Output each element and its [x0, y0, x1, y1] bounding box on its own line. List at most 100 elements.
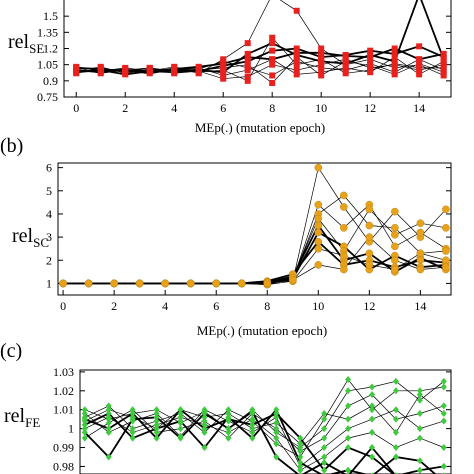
data-point [321, 466, 328, 474]
x-tick-label: 2 [122, 101, 128, 115]
x-tick-label: 0 [73, 101, 79, 115]
data-point [135, 279, 144, 288]
data-point [321, 444, 328, 452]
data-point [220, 64, 227, 71]
data-point [367, 47, 374, 54]
panel-c-fe: relFE 0.98 0.99 1 1.01 1.02 1.03 [4, 365, 452, 474]
data-point [442, 224, 450, 232]
data-point [416, 219, 425, 228]
y-tick-label: 1.2 [43, 42, 58, 56]
x-tick-label: 8 [269, 101, 275, 115]
data-point [416, 256, 425, 265]
series-line [63, 204, 447, 284]
data-point [177, 406, 184, 414]
data-point [340, 203, 348, 211]
x-tick-label: 10 [312, 299, 324, 313]
data-point [249, 409, 256, 417]
data-point [342, 61, 349, 68]
data-point [367, 56, 374, 63]
data-point [244, 40, 251, 47]
data-point [225, 406, 232, 414]
data-point [244, 54, 251, 61]
y-tick-label: 1.02 [53, 384, 74, 398]
data-point [416, 228, 425, 237]
data-point [345, 434, 352, 442]
x-tick-label: 4 [171, 101, 177, 115]
data-point [225, 425, 232, 433]
data-point [81, 406, 88, 414]
data-point [171, 68, 178, 75]
data-point [59, 279, 67, 288]
data-point [442, 205, 450, 214]
data-point [97, 67, 104, 74]
series-line [76, 0, 445, 76]
data-point [273, 419, 280, 427]
series-line [63, 208, 446, 284]
data-point [391, 71, 398, 78]
data-point [314, 237, 323, 246]
data-point [273, 425, 280, 433]
data-point [297, 459, 304, 467]
data-point [391, 50, 398, 57]
data-point [201, 428, 208, 436]
y-tick-label: 1.03 [53, 365, 74, 379]
series-line [84, 409, 444, 467]
series-line [84, 380, 445, 448]
data-point [177, 425, 184, 433]
data-point [391, 224, 399, 232]
data-point [212, 279, 221, 288]
data-point [177, 432, 184, 440]
data-point [314, 244, 323, 253]
data-point [440, 69, 447, 76]
data-point [440, 462, 447, 470]
data-point [416, 387, 423, 395]
data-point [416, 466, 423, 474]
data-point [391, 265, 399, 274]
panel-b-xlabel: MEp(.) (mutation epoch) [197, 323, 327, 338]
data-point [81, 413, 88, 421]
panel-b-ylabel: relSC [12, 225, 49, 250]
panel-c-frame [79, 369, 452, 474]
x-tick-label: 4 [162, 299, 168, 313]
x-tick-label: 2 [111, 299, 117, 313]
y-tick-label: 2 [46, 253, 52, 267]
data-point [391, 230, 399, 239]
x-tick-label: 0 [60, 299, 66, 313]
data-point [297, 434, 304, 442]
data-point [129, 428, 136, 436]
data-point [129, 434, 136, 442]
data-point [84, 279, 93, 288]
data-point [146, 64, 153, 71]
data-point [81, 428, 88, 436]
series-line [76, 0, 444, 76]
data-point [249, 421, 256, 429]
data-point [269, 79, 276, 86]
data-point [442, 256, 450, 265]
data-point [297, 440, 304, 448]
data-point [367, 51, 374, 58]
x-tick-label: 14 [414, 299, 426, 313]
data-point [416, 43, 423, 50]
data-point [263, 279, 272, 288]
data-point [416, 56, 423, 63]
data-point [249, 406, 256, 414]
data-point [318, 72, 325, 79]
data-point [195, 67, 202, 74]
data-point [416, 425, 423, 433]
data-point [153, 409, 160, 417]
data-point [416, 249, 425, 258]
data-point [273, 434, 280, 442]
data-point [440, 383, 447, 391]
data-point [225, 409, 232, 417]
series-line [63, 236, 446, 284]
series-line [76, 56, 444, 84]
data-point [365, 249, 374, 258]
data-point [105, 406, 112, 414]
data-point [416, 457, 423, 465]
data-point [153, 428, 160, 436]
data-point [365, 205, 374, 214]
data-point [273, 413, 280, 421]
y-tick-label: 0.98 [53, 459, 74, 473]
